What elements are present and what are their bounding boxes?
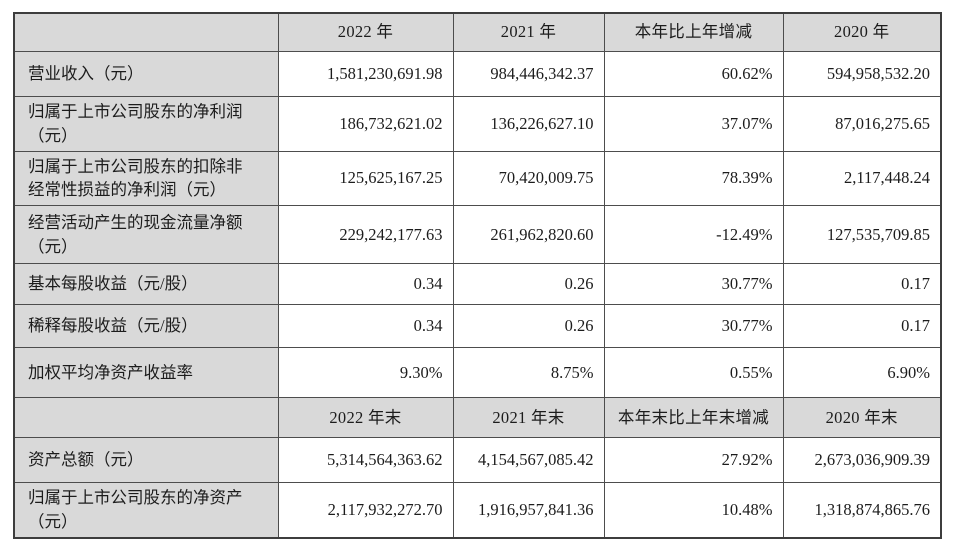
corner-cell: [13, 397, 279, 439]
cell-2022: 1,581,230,691.98: [277, 50, 454, 97]
cell-2021: 0.26: [452, 304, 605, 349]
row-label: 营业收入（元）: [13, 50, 279, 97]
period-header-row: 2022 年 2021 年 本年比上年增减 2020 年: [13, 12, 942, 52]
cell-2020: 0.17: [782, 263, 942, 306]
row-label: 加权平均净资产收益率: [13, 347, 279, 399]
cell-change: 27.92%: [603, 437, 784, 484]
cell-2022: 0.34: [277, 304, 454, 349]
row-label: 归属于上市公司股东的扣除非 经常性损益的净利润（元）: [13, 150, 279, 207]
cell-change: 78.39%: [603, 150, 784, 207]
corner-cell: [13, 12, 279, 52]
row-diluted-eps: 稀释每股收益（元/股） 0.34 0.26 30.77% 0.17: [13, 304, 942, 349]
cell-2020: 127,535,709.85: [782, 205, 942, 265]
row-operating-cash-flow: 经营活动产生的现金流量净额 （元） 229,242,177.63 261,962…: [13, 205, 942, 265]
header-yoy-change: 本年比上年增减: [603, 12, 784, 52]
cell-2020: 87,016,275.65: [782, 95, 942, 152]
row-label: 经营活动产生的现金流量净额 （元）: [13, 205, 279, 265]
cell-2021: 261,962,820.60: [452, 205, 605, 265]
row-label: 资产总额（元）: [13, 437, 279, 484]
cell-2020: 6.90%: [782, 347, 942, 399]
cell-change: 30.77%: [603, 304, 784, 349]
cell-2020: 594,958,532.20: [782, 50, 942, 97]
row-net-profit-excl-nonrecurring: 归属于上市公司股东的扣除非 经常性损益的净利润（元） 125,625,167.2…: [13, 150, 942, 207]
cell-2022: 0.34: [277, 263, 454, 306]
cell-2021: 136,226,627.10: [452, 95, 605, 152]
header-2020: 2020 年: [782, 12, 942, 52]
period-end-header-row: 2022 年末 2021 年末 本年末比上年末增减 2020 年末: [13, 397, 942, 439]
header-yoy-end-change: 本年末比上年末增减: [603, 397, 784, 439]
header-2021-end: 2021 年末: [452, 397, 605, 439]
header-2020-end: 2020 年末: [782, 397, 942, 439]
cell-2020: 0.17: [782, 304, 942, 349]
cell-2020: 2,117,448.24: [782, 150, 942, 207]
cell-2022: 125,625,167.25: [277, 150, 454, 207]
row-label: 基本每股收益（元/股）: [13, 263, 279, 306]
cell-2022: 186,732,621.02: [277, 95, 454, 152]
cell-2022: 9.30%: [277, 347, 454, 399]
cell-2021: 8.75%: [452, 347, 605, 399]
row-total-assets: 资产总额（元） 5,314,564,363.62 4,154,567,085.4…: [13, 437, 942, 484]
header-2022-end: 2022 年末: [277, 397, 454, 439]
cell-2021: 984,446,342.37: [452, 50, 605, 97]
row-net-assets: 归属于上市公司股东的净资产 （元） 2,117,932,272.70 1,916…: [13, 482, 942, 539]
cell-change: 60.62%: [603, 50, 784, 97]
row-weighted-avg-roe: 加权平均净资产收益率 9.30% 8.75% 0.55% 6.90%: [13, 347, 942, 399]
financial-summary-table: 2022 年 2021 年 本年比上年增减 2020 年 营业收入（元） 1,5…: [13, 12, 942, 540]
cell-change: 30.77%: [603, 263, 784, 306]
cell-change: -12.49%: [603, 205, 784, 265]
header-2021: 2021 年: [452, 12, 605, 52]
cell-change: 0.55%: [603, 347, 784, 399]
cell-change: 10.48%: [603, 482, 784, 539]
cell-2020: 1,318,874,865.76: [782, 482, 942, 539]
cell-2022: 229,242,177.63: [277, 205, 454, 265]
row-net-profit: 归属于上市公司股东的净利润 （元） 186,732,621.02 136,226…: [13, 95, 942, 152]
cell-2021: 4,154,567,085.42: [452, 437, 605, 484]
cell-2021: 70,420,009.75: [452, 150, 605, 207]
cell-2022: 5,314,564,363.62: [277, 437, 454, 484]
row-label: 稀释每股收益（元/股）: [13, 304, 279, 349]
row-basic-eps: 基本每股收益（元/股） 0.34 0.26 30.77% 0.17: [13, 263, 942, 306]
cell-2022: 2,117,932,272.70: [277, 482, 454, 539]
row-label: 归属于上市公司股东的净资产 （元）: [13, 482, 279, 539]
cell-2021: 0.26: [452, 263, 605, 306]
header-2022: 2022 年: [277, 12, 454, 52]
cell-change: 37.07%: [603, 95, 784, 152]
cell-2020: 2,673,036,909.39: [782, 437, 942, 484]
row-label: 归属于上市公司股东的净利润 （元）: [13, 95, 279, 152]
row-operating-revenue: 营业收入（元） 1,581,230,691.98 984,446,342.37 …: [13, 50, 942, 97]
cell-2021: 1,916,957,841.36: [452, 482, 605, 539]
